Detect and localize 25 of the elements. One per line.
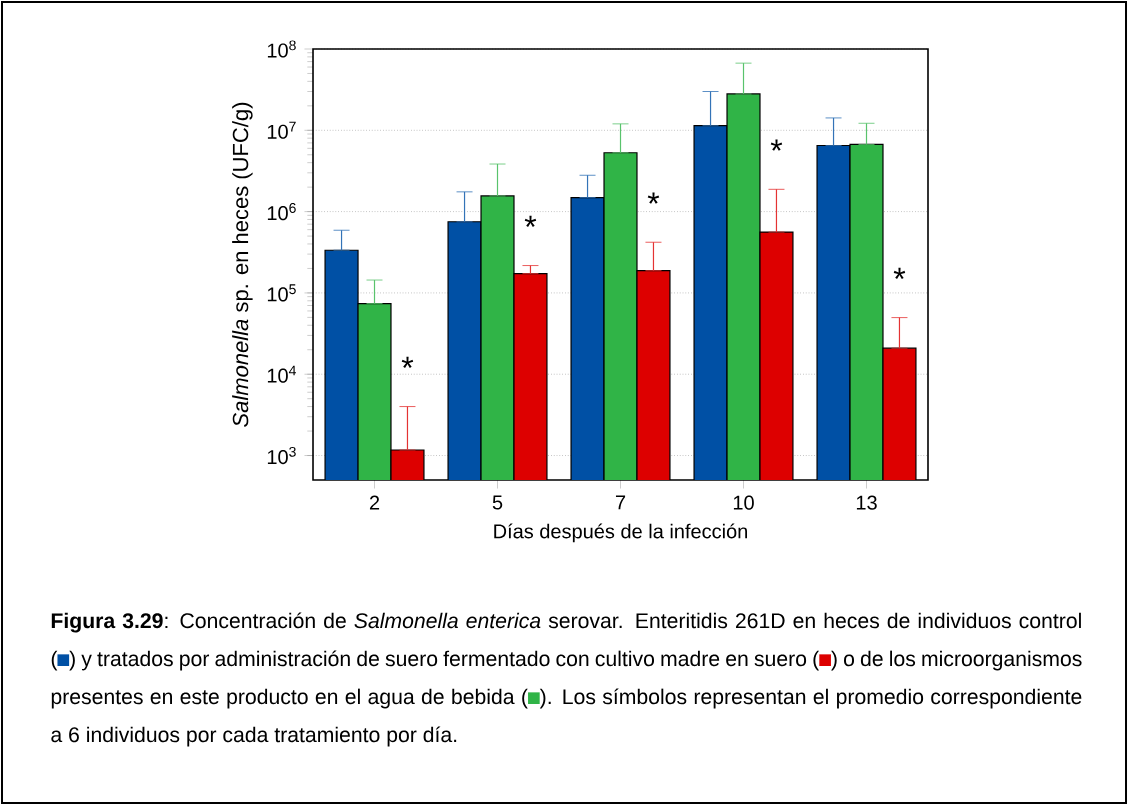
annotation: * [524, 215, 537, 227]
text: ) y tratados por administración de suero fermentado con cultivo madre en suero ( [69, 650, 820, 671]
text: presentes en este producto en el agua de bebida ( [51, 688, 528, 709]
x-tick-label: 13 [856, 495, 877, 510]
y-tick-label: 10$^{3}$ [267, 446, 296, 465]
x-tick-label: 10 [733, 495, 754, 510]
y-tick-label: 10$^{7}$ [267, 121, 296, 139]
annotation: * [770, 139, 783, 151]
y-tick-label: 10$^{4}$ [267, 365, 296, 383]
text: ( [51, 650, 58, 671]
x-tick-label: 7 [615, 495, 626, 510]
y-tick-label: 10$^{6}$ [267, 203, 296, 221]
annotation: * [893, 267, 906, 280]
text: Figura 3.29: Concentración de Salmonella enterica serovar. Enteritidis 261D en heces de individuos control [51, 612, 1081, 633]
text: ) o de los microorganismos [831, 650, 1082, 671]
annotation: * [647, 192, 660, 204]
y-tick-label: 10$^{8}$ [267, 40, 296, 58]
y-tick-label: 10$^{5}$ [267, 284, 296, 302]
text: ). Los símbolos representan el promedio correspondiente [539, 688, 1082, 709]
x-tick-label: 5 [492, 495, 503, 510]
annotation: * [401, 356, 414, 368]
y-axis-title: Salmonella sp. en heces (UFC/g) [232, 102, 253, 427]
text: a 6 individuos por cada tratamiento por día. [51, 726, 457, 747]
x-axis-title: Días después de la infección [494, 523, 747, 543]
x-tick-label: 2 [369, 495, 380, 510]
